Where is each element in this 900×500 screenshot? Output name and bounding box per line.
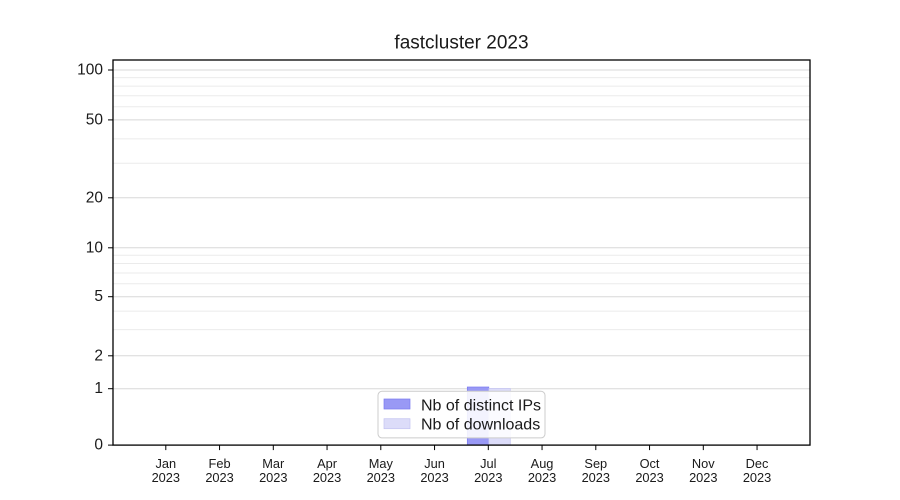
svg-text:2023: 2023 <box>259 470 287 485</box>
svg-text:2023: 2023 <box>743 470 771 485</box>
svg-text:2023: 2023 <box>367 470 395 485</box>
svg-text:2023: 2023 <box>582 470 610 485</box>
svg-text:Mar: Mar <box>262 456 285 471</box>
svg-text:50: 50 <box>86 111 104 128</box>
svg-text:2023: 2023 <box>152 470 180 485</box>
svg-text:Sep: Sep <box>584 456 607 471</box>
svg-text:10: 10 <box>86 239 104 256</box>
svg-text:2023: 2023 <box>420 470 448 485</box>
svg-text:0: 0 <box>94 437 103 454</box>
svg-text:Jul: Jul <box>480 456 496 471</box>
svg-text:2023: 2023 <box>474 470 502 485</box>
svg-text:Aug: Aug <box>531 456 554 471</box>
svg-text:1: 1 <box>94 380 103 397</box>
svg-text:2023: 2023 <box>689 470 717 485</box>
svg-text:20: 20 <box>86 189 104 206</box>
svg-text:2023: 2023 <box>635 470 663 485</box>
svg-text:May: May <box>369 456 394 471</box>
svg-text:2: 2 <box>94 347 103 364</box>
svg-text:100: 100 <box>77 62 103 79</box>
svg-text:5: 5 <box>94 288 103 305</box>
svg-text:Jan: Jan <box>155 456 176 471</box>
svg-text:Dec: Dec <box>746 456 769 471</box>
svg-text:2023: 2023 <box>313 470 341 485</box>
svg-text:2023: 2023 <box>205 470 233 485</box>
svg-text:Jun: Jun <box>424 456 445 471</box>
svg-text:Oct: Oct <box>640 456 660 471</box>
svg-text:Nb of distinct IPs: Nb of distinct IPs <box>421 398 541 415</box>
svg-text:Nb of downloads: Nb of downloads <box>421 417 540 434</box>
svg-text:Apr: Apr <box>317 456 338 471</box>
svg-text:Feb: Feb <box>209 456 231 471</box>
svg-text:2023: 2023 <box>528 470 556 485</box>
svg-text:fastcluster 2023: fastcluster 2023 <box>394 33 528 54</box>
svg-text:Nov: Nov <box>692 456 715 471</box>
